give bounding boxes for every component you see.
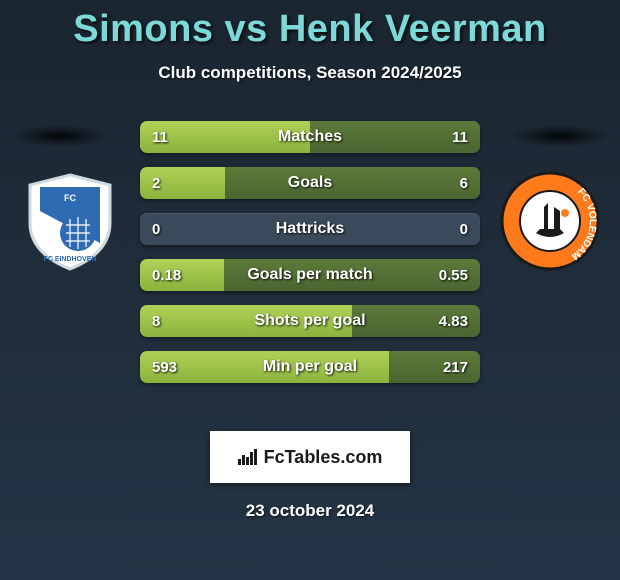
stat-bars: 1111Matches 26Goals 0 0Hattricks 0.180.55Goa…: [140, 121, 480, 383]
stat-fill-left: [140, 259, 224, 291]
stat-fill-left: [140, 351, 389, 383]
footer-date: 23 october 2024: [0, 501, 620, 521]
stat-row: 1111Matches: [140, 121, 480, 153]
stat-fill-left: [140, 167, 225, 199]
stat-label: Hattricks: [140, 213, 480, 245]
stat-row: 0.180.55Goals per match: [140, 259, 480, 291]
fc-volendam-crest-icon: FC VOLENDAM: [500, 171, 600, 271]
ball-seams: [66, 217, 90, 249]
crest-text-top: FC: [64, 193, 76, 203]
stat-row: 84.83Shots per goal: [140, 305, 480, 337]
stat-value-left: 0: [152, 213, 160, 245]
stat-row: 593217Min per goal: [140, 351, 480, 383]
stat-value-right: 0: [460, 213, 468, 245]
stat-fill-left: [140, 305, 352, 337]
crest-shadow-right: [510, 125, 610, 147]
brand-logo: FcTables.com: [238, 447, 383, 468]
comparison-panel: FC FC EINDHOVEN FC VOLENDAM 1111Matches 2…: [0, 113, 620, 413]
fc-eindhoven-crest-icon: FC FC EINDHOVEN: [20, 171, 120, 271]
crest-left-label: FC EINDHOVEN: [44, 256, 97, 263]
stat-row: 26Goals: [140, 167, 480, 199]
brand-text: FcTables.com: [264, 447, 383, 468]
crest-shadow-left: [10, 125, 110, 147]
stat-fill-left: [140, 121, 310, 153]
team-crest-left: FC FC EINDHOVEN: [20, 171, 120, 271]
stat-fill-right: [352, 305, 480, 337]
stat-fill-right: [224, 259, 480, 291]
page-subtitle: Club competitions, Season 2024/2025: [0, 63, 620, 83]
stat-fill-right: [310, 121, 480, 153]
team-crest-right: FC VOLENDAM: [500, 171, 600, 271]
stat-row: 0 0Hattricks: [140, 213, 480, 245]
stat-fill-right: [225, 167, 480, 199]
sun-icon: [561, 209, 569, 217]
bars-chart-icon: [238, 449, 258, 465]
stat-fill-right: [389, 351, 480, 383]
brand-box: FcTables.com: [210, 431, 410, 483]
page-title: Simons vs Henk Veerman: [0, 0, 620, 51]
